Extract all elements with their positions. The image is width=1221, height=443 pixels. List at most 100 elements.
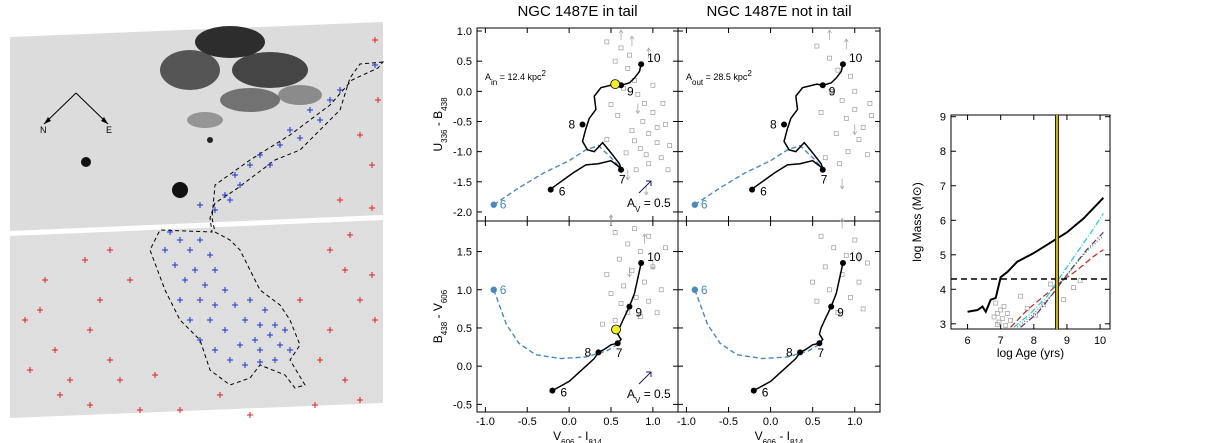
panel-ub_notail: 6 10 9 8 7 6 Aout = 28.5 kpc2 (677, 27, 881, 222)
mass-track-dashdot (1013, 213, 1104, 328)
age-point (819, 166, 826, 173)
data-point (604, 272, 610, 277)
mass-track-dashdot (1020, 231, 1104, 328)
age-label: 9 (635, 306, 642, 320)
data-point (660, 100, 666, 106)
data-point (867, 100, 873, 106)
data-point (637, 146, 643, 152)
data-point (848, 294, 853, 300)
age-point (749, 186, 756, 193)
inside-marker (257, 359, 263, 365)
outside-marker (357, 397, 363, 403)
data-point (1018, 293, 1023, 299)
area-annotation: Aout = 28.5 kpc2 (686, 69, 752, 87)
data-point (835, 67, 841, 73)
inside-marker (177, 297, 183, 303)
age-point (579, 121, 586, 128)
data-point (833, 131, 839, 136)
outside-marker (357, 297, 363, 303)
data-point (999, 316, 1005, 322)
outside-marker (137, 407, 143, 413)
outside-marker (217, 392, 223, 398)
data-point (604, 39, 610, 45)
x-tick-label: 8 (1031, 335, 1037, 347)
data-point (632, 138, 637, 144)
outside-marker (22, 317, 28, 323)
data-point (658, 155, 664, 161)
outside-marker (372, 37, 378, 43)
extinction-label: AV = 0.5 (627, 196, 671, 214)
outside-marker (312, 402, 318, 408)
data-point (643, 152, 649, 158)
inside-marker (247, 297, 253, 303)
age-label: 9 (837, 306, 844, 320)
data-point (646, 233, 652, 239)
data-point (864, 260, 870, 266)
inside-marker (197, 297, 203, 303)
data-point (991, 314, 997, 320)
y-tick-label: 0.0 (457, 86, 472, 98)
x-tick-label: 0.0 (561, 416, 576, 428)
age-label: 8 (770, 118, 777, 132)
upper-limit-arrowhead (844, 38, 849, 43)
dust-track-start-point (691, 286, 699, 293)
inside-marker (277, 142, 283, 148)
data-point (658, 287, 664, 293)
data-point (640, 119, 646, 124)
x-axis-label: V606 - I814 (755, 429, 804, 443)
data-point (810, 279, 816, 285)
outside-marker (297, 297, 303, 303)
x-tick-label: -1.0 (476, 416, 495, 428)
inside-marker (212, 207, 218, 213)
upper-limit-arrowhead (642, 233, 647, 238)
x-tick-label: 0.5 (805, 416, 820, 428)
data-point (633, 167, 639, 173)
age-point (614, 340, 621, 347)
age-label: 7 (821, 173, 828, 187)
data-point (852, 88, 858, 94)
inside-marker (222, 192, 228, 198)
data-point (827, 55, 832, 61)
x-tick-label: 6 (965, 335, 971, 347)
dust-track-start-point (490, 201, 497, 208)
inside-marker (277, 342, 283, 348)
age-label: 7 (616, 346, 623, 360)
inside-marker (237, 342, 243, 348)
panel-bv_notail: -1.0 -0.5 0.0 0.5 1.0 6 10 9 8 7 6 V606 - I814 (677, 217, 881, 443)
x-tick-label: -0.5 (719, 416, 738, 428)
data-point (864, 152, 870, 158)
color-color-panels: -2.0 -1.5 -1.0 -0.5 0.0 0.5 1.0 6 10 9 8 7 6 AV = 0.5… (431, 26, 881, 443)
upper-limit-arrowhead (839, 217, 845, 222)
data-point (667, 143, 673, 149)
y-axis-label: log Mass (M⊙) (910, 182, 924, 261)
x-tick-label: -1.0 (677, 416, 696, 428)
inside-marker (297, 135, 303, 141)
dust-track-line (694, 289, 822, 360)
inside-marker (182, 277, 188, 283)
outside-marker (117, 377, 123, 383)
inside-marker (327, 97, 333, 103)
data-point (642, 279, 647, 285)
outside-marker (127, 277, 133, 283)
age-point (626, 303, 633, 310)
age-label: 10 (647, 51, 661, 65)
age-label: 6 (560, 386, 567, 400)
inside-marker (227, 197, 233, 203)
y-tick-label: -2.0 (453, 207, 472, 219)
data-point (637, 249, 643, 254)
age-point (797, 349, 804, 356)
data-point (1047, 281, 1053, 287)
outside-marker (247, 412, 253, 418)
inside-marker (162, 247, 168, 253)
outside-marker (87, 327, 93, 333)
data-point (618, 301, 624, 306)
dust-track-line (493, 289, 620, 360)
lower-limit-arrowhead (635, 110, 641, 115)
inside-marker (197, 337, 203, 343)
inside-marker (257, 347, 263, 353)
data-point (642, 100, 647, 106)
x-tick-label: 9 (1064, 335, 1070, 347)
age-point (816, 340, 823, 347)
lower-limit-arrowhead (856, 258, 862, 263)
